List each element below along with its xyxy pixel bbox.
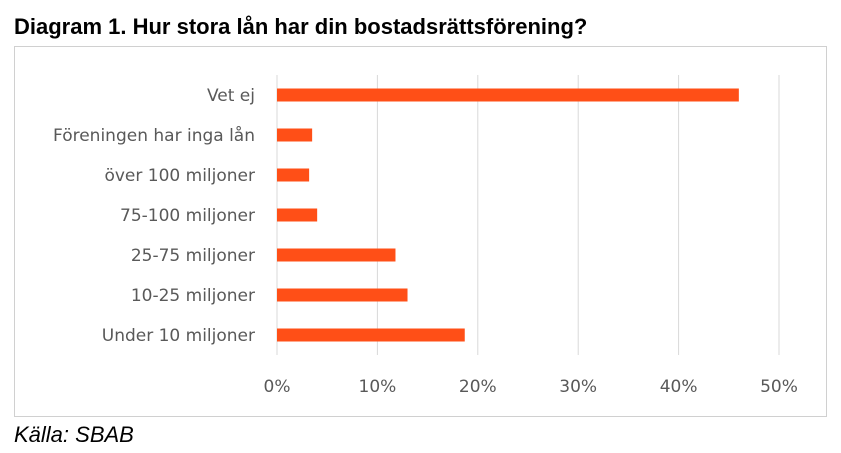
x-tick-label: 40% [660, 377, 698, 397]
chart-frame [14, 46, 827, 417]
bar [277, 288, 408, 302]
bar [277, 128, 313, 142]
gridlines [276, 75, 780, 355]
bar [277, 88, 739, 102]
category-label: Vet ej [207, 86, 255, 106]
x-tick-labels: 0% 10% 20% 30% 40% 50% [264, 377, 798, 397]
bar [277, 248, 396, 262]
category-labels: Vet ej Föreningen har inga lån över 100 mi… [53, 86, 255, 346]
category-label: över 100 miljoner [104, 166, 255, 186]
bar [277, 208, 318, 222]
category-label: Under 10 miljoner [102, 326, 255, 346]
chart-title: Diagram 1. Hur stora lån har din bostads… [14, 14, 588, 39]
x-tick-label: 30% [559, 377, 597, 397]
category-label: 10-25 miljoner [131, 286, 255, 306]
bar [277, 168, 310, 182]
x-tick-label: 50% [760, 377, 798, 397]
x-tick-label: 20% [459, 377, 497, 397]
category-label: 75-100 miljoner [120, 206, 255, 226]
bar [277, 328, 465, 342]
category-label: Föreningen har inga lån [53, 125, 255, 146]
x-tick-label: 0% [264, 377, 291, 397]
source-note: Källa: SBAB [14, 422, 134, 447]
bars [277, 88, 739, 342]
category-label: 25-75 miljoner [131, 246, 255, 266]
x-tick-label: 10% [359, 377, 397, 397]
